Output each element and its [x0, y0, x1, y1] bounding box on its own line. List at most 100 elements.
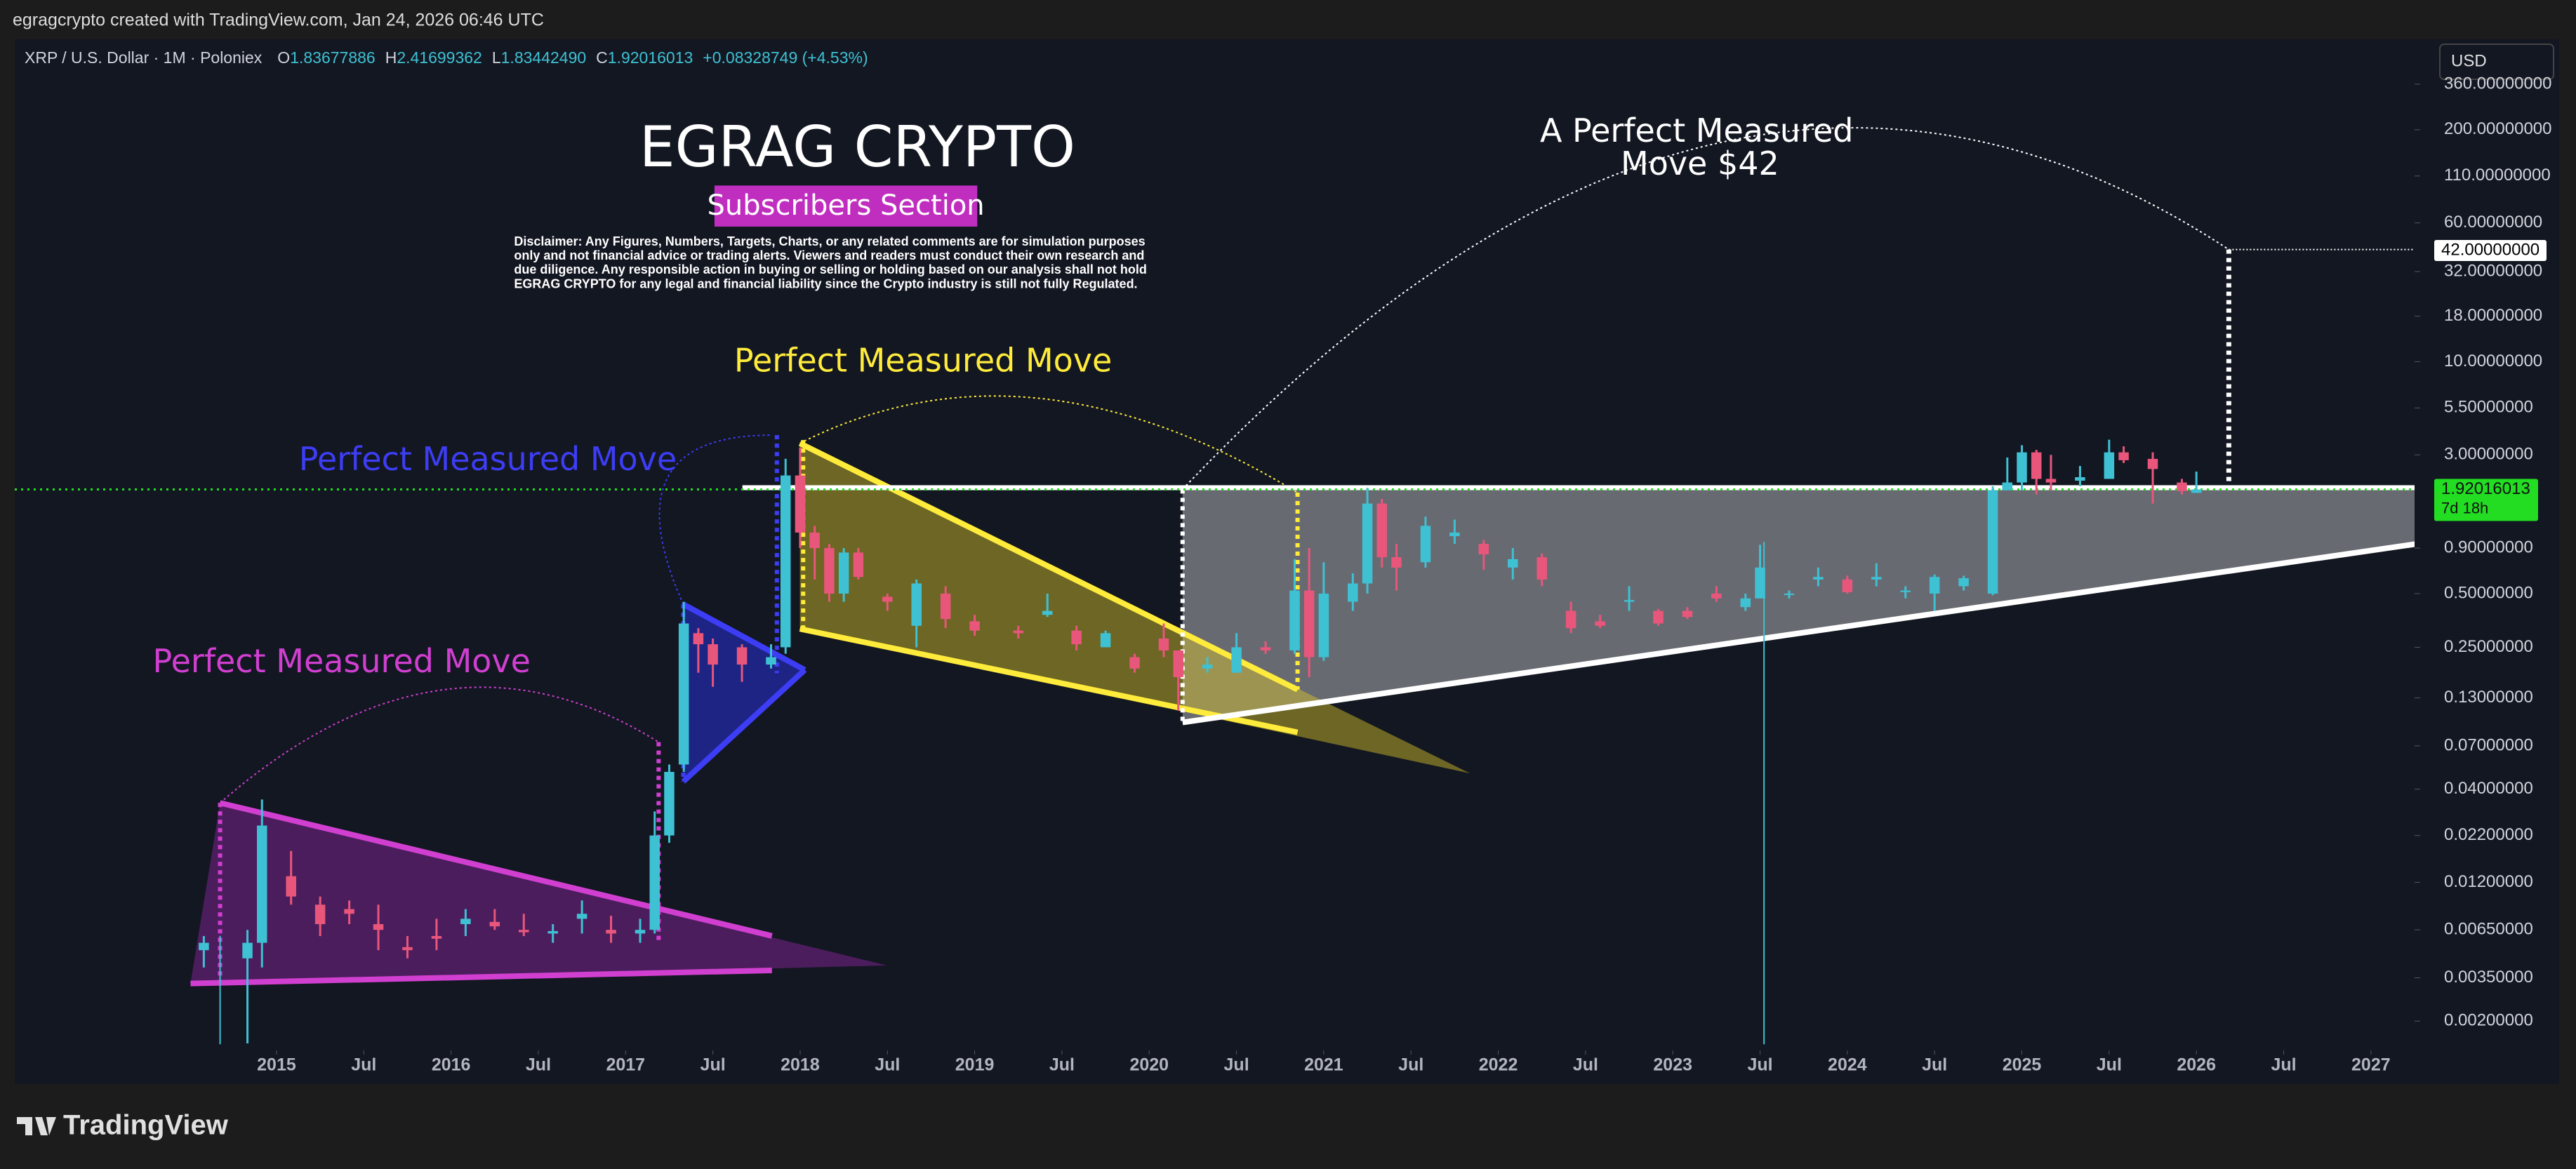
- y-tick-label: 0.02200000: [2444, 825, 2533, 844]
- candle-body: [1318, 593, 1329, 657]
- candle-body: [344, 909, 354, 914]
- y-tick-label: 0.00350000: [2444, 968, 2533, 987]
- x-tick-label: 2019: [955, 1055, 995, 1075]
- candle-body: [838, 552, 849, 594]
- drawing-fill: [1182, 489, 2415, 723]
- candle-body: [736, 647, 748, 665]
- disclaimer-line: due diligence. Any responsible action in…: [514, 262, 1146, 276]
- candle-body: [1449, 532, 1460, 537]
- ohlc-label: O: [277, 48, 290, 67]
- x-tick-label: Jul: [1224, 1055, 1249, 1075]
- candle-body: [635, 930, 646, 934]
- candle-body: [606, 930, 616, 934]
- currency-button[interactable]: USD: [2439, 44, 2554, 80]
- ohlc-label: L: [492, 48, 501, 67]
- subtitle-box: [714, 185, 978, 227]
- y-tick-label: 0.25000000: [2444, 637, 2533, 656]
- y-tick-label: 0.01200000: [2444, 872, 2533, 891]
- candle-body: [314, 904, 326, 925]
- subtitle: Subscribers Section: [708, 189, 985, 222]
- ohlc-label: C: [596, 48, 608, 67]
- chart-title: EGRAG CRYPTO: [639, 114, 1075, 180]
- candle-body: [1260, 647, 1271, 650]
- x-tick-label: Jul: [1049, 1055, 1075, 1075]
- candle-body: [1420, 526, 1431, 563]
- y-tick-label: 0.00650000: [2444, 920, 2533, 939]
- drawing-line: [190, 967, 772, 987]
- drawing-line: [681, 667, 807, 784]
- drawing-arc: [658, 434, 772, 605]
- change: +0.08328749 (+4.53%): [703, 48, 868, 67]
- candle-body: [1348, 583, 1358, 602]
- disclaimer-line: Disclaimer: Any Figures, Numbers, Target…: [514, 234, 1145, 248]
- candle-body: [1231, 647, 1242, 673]
- drawing-line: [682, 601, 806, 673]
- candle-body: [199, 942, 209, 951]
- candle-body: [649, 835, 660, 930]
- candle-body: [2147, 458, 2158, 469]
- button-frame[interactable]: [2439, 44, 2554, 80]
- candle-body: [1958, 578, 1969, 587]
- candle-body: [1391, 557, 1402, 568]
- last-price-label: 1.92016013: [2441, 479, 2530, 498]
- annotation: Perfect Measured Move: [153, 642, 531, 680]
- x-tick-label: Jul: [2271, 1055, 2296, 1075]
- logo-text: TradingView: [63, 1110, 229, 1141]
- target-price-box: [2434, 240, 2547, 262]
- candle-body: [1100, 633, 1111, 648]
- candle-body: [766, 657, 776, 665]
- ohlc-value: 1.83677886: [290, 48, 376, 67]
- candle-body: [1508, 559, 1518, 568]
- x-tick-label: 2024: [1828, 1055, 1867, 1075]
- candle-body: [708, 644, 718, 665]
- x-tick-label: Jul: [1573, 1055, 1598, 1075]
- x-tick-label: Jul: [351, 1055, 376, 1075]
- x-tick-label: Jul: [526, 1055, 551, 1075]
- candle-body: [2017, 452, 2027, 483]
- candle-body: [402, 947, 413, 951]
- candle-body: [1478, 544, 1489, 555]
- candle-body: [373, 924, 384, 930]
- candle-body: [2191, 489, 2202, 493]
- candle-body: [2118, 452, 2129, 460]
- y-tick-label: 360.00000000: [2444, 74, 2552, 93]
- candle-body: [1682, 610, 1693, 617]
- candle-body: [431, 936, 442, 939]
- x-tick-label: Jul: [1398, 1055, 1423, 1075]
- x-tick-label: Jul: [1922, 1055, 1947, 1075]
- candle-body: [1653, 610, 1664, 624]
- candle-body: [1202, 664, 1213, 669]
- y-tick-label: 5.50000000: [2444, 398, 2533, 417]
- candle-body: [242, 942, 253, 958]
- candle-body: [489, 921, 500, 927]
- candle-body: [1929, 577, 1940, 594]
- x-tick-label: 2018: [781, 1055, 820, 1075]
- disclaimer-line: EGRAG CRYPTO for any legal and financial…: [514, 276, 1137, 290]
- symbol: XRP / U.S. Dollar · 1M · Poloniex: [25, 48, 263, 67]
- candle-body: [1376, 503, 1388, 558]
- candle-body: [2104, 452, 2115, 479]
- candle-body: [1987, 490, 1998, 594]
- candle-body: [1842, 579, 1853, 592]
- candle-body: [1362, 503, 1373, 584]
- y-tick-label: 110.00000000: [2444, 166, 2551, 185]
- ohlc-value: 1.83442490: [501, 48, 587, 67]
- button-text[interactable]: USD: [2451, 51, 2487, 70]
- drawing-line: [219, 800, 773, 939]
- drawing-arc: [799, 395, 1299, 493]
- y-tick-label: 0.00200000: [2444, 1011, 2533, 1030]
- candle-body: [1813, 577, 1824, 580]
- candle-body: [576, 914, 587, 919]
- candle-body: [678, 623, 689, 765]
- countdown: 7d 18h: [2441, 499, 2488, 516]
- target-price-label: 42.00000000: [2441, 240, 2540, 259]
- x-tick-label: Jul: [1747, 1055, 1772, 1075]
- candle-body: [853, 552, 864, 577]
- candle-body: [1129, 657, 1140, 669]
- candle-body: [1871, 577, 1882, 580]
- y-tick-label: 32.00000000: [2444, 261, 2542, 280]
- candle-body: [1158, 638, 1169, 650]
- candle-body: [1900, 590, 1911, 592]
